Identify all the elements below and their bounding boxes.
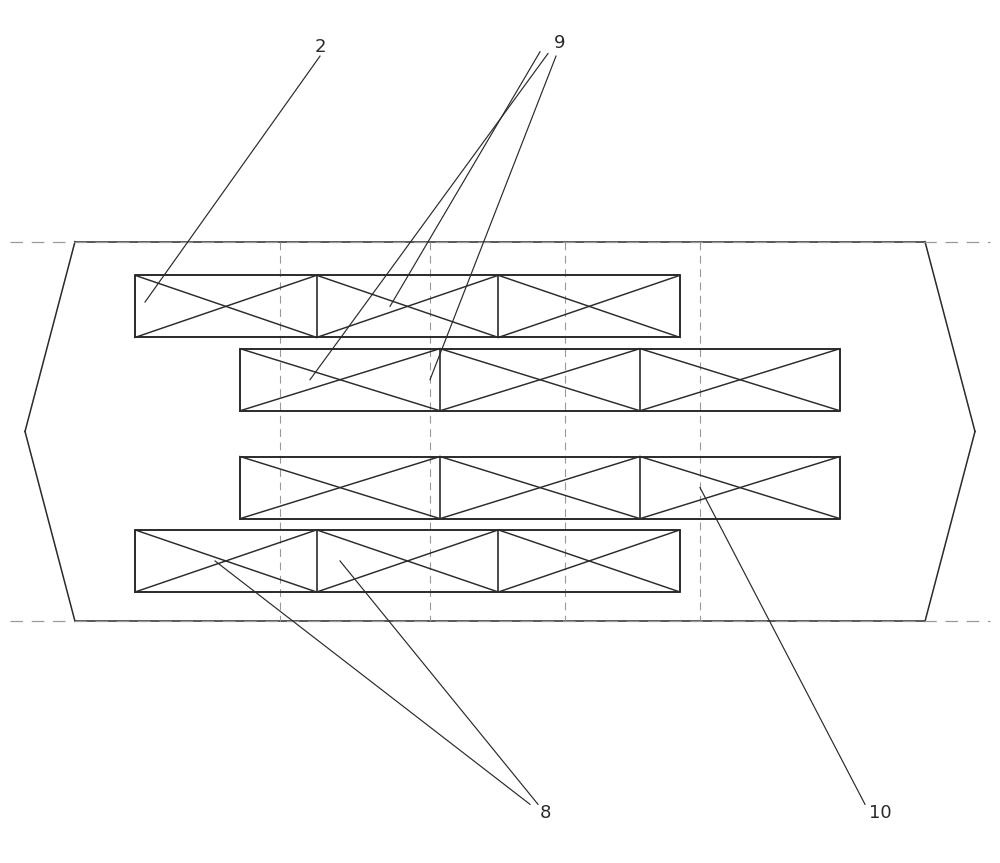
Text: 2: 2 [314,39,326,56]
Text: 10: 10 [869,804,891,822]
Text: 8: 8 [539,804,551,822]
Text: 9: 9 [554,35,566,52]
